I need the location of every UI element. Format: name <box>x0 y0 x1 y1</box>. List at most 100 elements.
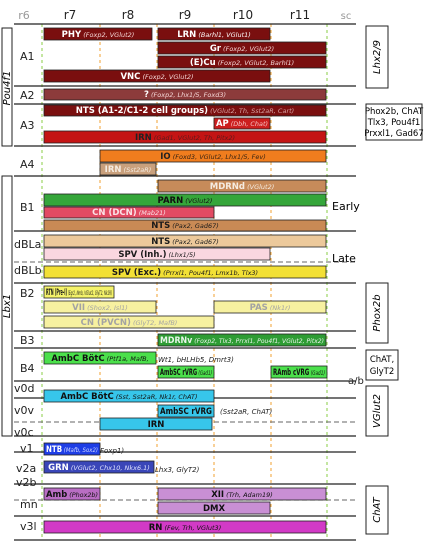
nucleus-name: IRN <box>148 420 165 430</box>
nucleus-box-fill <box>43 219 327 232</box>
nucleus-box: RN (Fev, Trh, VGlut3) <box>43 520 327 534</box>
nucleus-genes: (Pax2, Gad67) <box>170 238 219 246</box>
nucleus-name: NTS <box>151 237 170 247</box>
lbx1-label: Lbx1 <box>2 294 13 318</box>
nucleus-label: MDRNd (VGlut2) <box>210 182 275 192</box>
nucleus-name: CN (PVCN) <box>81 318 131 328</box>
nucleus-box: AmbSC rVRG (Gad1) <box>157 365 215 379</box>
nucleus-label: PARN (VGlut2) <box>158 196 213 206</box>
nucleus-genes: (Fev, Trh, VGlut3) <box>162 524 221 532</box>
nucleus-box-fill <box>43 351 157 365</box>
nucleus-label: Amb (Phox2b) <box>46 490 98 500</box>
phox-box <box>365 103 423 141</box>
nucleus-box: SPV (Exc.) (Prrxl1, Pou4f1, Lmx1b, Tlx3) <box>43 265 327 279</box>
nucleus-box-fill <box>43 265 327 279</box>
nucleus-box-fill <box>43 234 327 248</box>
early-label: Early <box>332 200 360 213</box>
nucleus-name: Gr <box>210 44 222 54</box>
nucleus-name: NTS <box>151 221 170 231</box>
nucleus-box: PARN (VGlut2) <box>43 193 327 207</box>
nucleus-box-fill <box>43 389 215 403</box>
nucleus-name: XII <box>211 490 224 500</box>
phox2b-bracket <box>365 282 389 344</box>
nucleus-boxes: PHY (Foxp2, VGlut2) LRN (Barhl1, VGlut1) G… <box>43 27 328 534</box>
column-header-r7: r7 <box>64 8 77 22</box>
nucleus-box-fill <box>43 300 157 314</box>
outside-notes: Wt1, bHLHb5, Dmrt3) (Sst2aR, ChAT) Foxp1… <box>100 356 364 474</box>
nucleus-box: LRN (Barhl1, VGlut1) <box>157 27 271 41</box>
nucleus-genes: (Foxp2, VGlut2, Barhl1) <box>216 59 295 67</box>
nucleus-box: IRN (Gad1, VGlut2, Th, Pitx2) <box>43 130 327 144</box>
nucleus-genes: (Mab21) <box>137 209 166 217</box>
nucleus-box: VII (Shox2, Isl1) <box>43 300 157 314</box>
nucleus-box: NTS (A1-2/C1-2 cell groups) (VGlut2, Th,… <box>43 104 327 117</box>
nucleus-box: SPV (Inh.) (Lhx1/5) <box>43 247 271 261</box>
nucleus-genes: (Gad1) <box>309 369 325 377</box>
pou4f1-label: Pou4f1 <box>2 71 13 106</box>
nucleus-name: AmbSC rVRG <box>160 368 197 378</box>
row-label-v3l: v3l <box>20 520 37 533</box>
nucleus-box: AmbC BötC (Ptf1a, MafB, <box>43 351 157 365</box>
nucleus-name: PHY <box>62 30 82 40</box>
row-label-v0v: v0v <box>14 404 35 417</box>
nucleus-box-fill <box>43 520 327 534</box>
nucleus-name: IRN <box>105 165 122 175</box>
nucleus-name: RAmb cVRG <box>273 368 309 378</box>
late-label: Late <box>332 252 356 265</box>
nucleus-name: NTS (A1-2/C1-2 cell groups) <box>76 106 208 116</box>
vglut2-label: VGlut2 <box>372 394 383 428</box>
nucleus-genes: (Foxp2, VGlut2) <box>221 45 274 53</box>
nucleus-label: AmbSC rVRG (Gad1) <box>160 368 212 378</box>
nucleus-box-fill <box>43 88 327 101</box>
nucleus-genes: (Nk1r) <box>268 304 291 312</box>
nucleus-label: AmbC BötC (Ptf1a, MafB, <box>51 354 148 364</box>
nucleus-box-fill <box>157 487 327 501</box>
nucleus-label: NTS (Pax2, Gad67) <box>151 221 219 231</box>
nucleus-name: PAS <box>250 303 268 313</box>
nucleus-box: AmbC BötC (Sst, Sst2aR, Nk1r, ChAT) <box>43 389 215 403</box>
nucleus-label: IRN (Sst2aR) <box>105 165 152 175</box>
nucleus-genes: (Sst2aR) <box>121 166 151 174</box>
nucleus-box-fill <box>43 460 155 474</box>
nucleus-genes: (Lhx1/5) <box>166 251 195 259</box>
nucleus-label: CN (PVCN) (GlyT2, MafB) <box>81 318 178 328</box>
nucleus-name: CN (DCN) <box>92 208 137 218</box>
column-header-r6: r6 <box>18 9 30 22</box>
nucleus-label: SPV (Inh.) (Lhx1/5) <box>118 250 195 260</box>
nucleus-genes: (Foxp2, VGlut2) <box>140 73 193 81</box>
nucleus-box: GRN (VGlut2, Chx10, Nkx6.1) <box>43 460 155 474</box>
row-label-a3: A3 <box>20 119 35 132</box>
nucleus-name: MDRNd <box>210 182 245 192</box>
nucleus-box-fill <box>43 315 215 329</box>
nucleus-box-fill <box>43 104 327 117</box>
right-annotations: Lhx2/9 Phox2b, ChAT Tlx3, Pou4f1 Prxxl1,… <box>332 25 424 535</box>
nucleus-label: RAmb cVRG (Gad1) <box>273 368 325 378</box>
nucleus-label: VII (Shox2, Isl1) <box>72 303 128 313</box>
ab-note: a/b <box>348 376 364 387</box>
nucleus-name: SPV (Exc.) <box>112 268 161 278</box>
nucleus-box-fill <box>270 365 328 379</box>
nucleus-box: VNC (Foxp2, VGlut2) <box>43 69 271 83</box>
nucleus-label: NTB (Mafb, Sox2) <box>46 445 98 455</box>
nucleus-box: MDRNd (VGlut2) <box>157 179 327 193</box>
nucleus-box-fill <box>157 333 327 347</box>
nucleus-box-fill <box>43 442 101 456</box>
vglut2-bracket <box>365 385 389 437</box>
nucleus-name: AP <box>216 119 229 129</box>
nucleus-name: IRN <box>135 133 152 143</box>
nucleus-name: MDRNv <box>160 336 193 346</box>
nucleus-box-fill <box>213 300 327 314</box>
column-header-sc: sc <box>341 11 352 22</box>
phox-line-2: Tlx3, Pou4f1 <box>367 118 421 128</box>
nucleus-label: PAS (Nk1r) <box>250 303 291 313</box>
nucleus-box: AP (Dbh, Chat) <box>213 117 271 130</box>
nucleus-box: MDRNv (Foxp2, Tlx3, Prrxl1, Pou4f1, VGlu… <box>157 333 327 347</box>
row-labels: A1 A2 A3 A4 B1 dBLa dBLb B2 B3 B4 v0d v0… <box>14 50 42 533</box>
nucleus-box-fill <box>99 417 213 431</box>
row-label-dblb: dBLb <box>14 264 42 277</box>
lbx1-bracket <box>1 175 13 437</box>
nucleus-label: RTN (Pre-I) (Egr2, Nmb, VGlut2, GlyT2, N… <box>46 288 112 298</box>
nucleus-box: DMX <box>157 501 271 515</box>
row-label-v2a: v2a <box>16 462 36 475</box>
